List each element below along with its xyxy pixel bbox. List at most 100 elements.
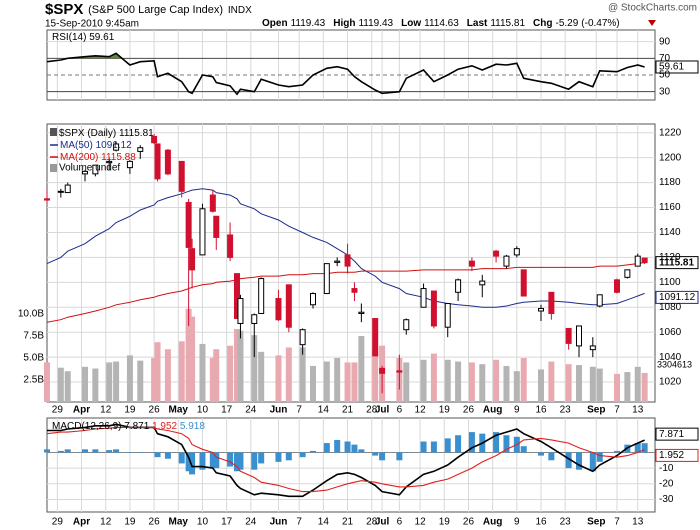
candle-body xyxy=(185,202,192,248)
candle-body xyxy=(285,284,292,328)
quote-label: Chg xyxy=(533,18,552,29)
candle-body xyxy=(64,184,71,194)
macd-legend: MACD(12,26,9) 7.871 1.952 5.918 xyxy=(52,421,205,432)
x-tick-label: 21 xyxy=(342,517,354,528)
candle-body xyxy=(178,160,185,192)
down-arrow xyxy=(648,20,656,26)
volume-bar xyxy=(344,362,351,402)
legend-label: MA(50) xyxy=(60,140,93,151)
volume-tick-label: 5.0B xyxy=(23,353,44,364)
quote-value: -5.29 xyxy=(555,18,578,29)
candle-body xyxy=(358,311,365,314)
volume-bar xyxy=(275,355,282,402)
histogram-bar xyxy=(358,449,365,453)
histogram-bar xyxy=(164,452,171,459)
moving-average xyxy=(46,188,645,308)
index-name: (S&P 500 Large Cap Index) xyxy=(88,4,223,16)
volume-bar xyxy=(310,365,316,402)
x-tick-label: 7 xyxy=(296,405,302,416)
y-tick-label: 70 xyxy=(659,53,671,64)
x-tick-label: 29 xyxy=(52,517,64,528)
price-legend: $SPX (Daily) 1115.81 xyxy=(59,128,154,139)
candle-body xyxy=(57,190,64,193)
x-tick-label: 23 xyxy=(560,405,572,416)
volume-bar xyxy=(237,330,244,402)
histogram-bar xyxy=(189,452,196,475)
y-tick-label: 1120 xyxy=(659,252,681,263)
histogram-bar xyxy=(227,452,234,467)
volume-bar xyxy=(548,361,555,402)
x-tick-label: Aug xyxy=(483,405,502,416)
y-tick-label: 30 xyxy=(659,86,671,97)
candle-body xyxy=(396,370,403,373)
histogram-bar xyxy=(57,450,64,453)
quote: Open 1119.43 High 1119.43 Low 1114.63 Last 1115… xyxy=(262,18,620,29)
x-tick-label: 17 xyxy=(221,517,233,528)
x-tick-label: 19 xyxy=(439,405,451,416)
line xyxy=(47,423,645,498)
volume-bar xyxy=(641,372,648,402)
candle-body xyxy=(479,280,486,286)
overbought-fill xyxy=(47,53,645,59)
histogram-bar xyxy=(113,449,120,453)
histogram-bar xyxy=(151,452,158,453)
candle-body xyxy=(310,293,316,306)
x-tick-label: 29 xyxy=(52,405,64,416)
x-tick-label: Sep xyxy=(587,517,605,528)
candle-body xyxy=(614,279,620,293)
legend-label: $SPX (Daily) xyxy=(59,128,116,139)
volume-bar xyxy=(113,361,120,402)
candle-body xyxy=(234,273,240,319)
candle-body xyxy=(275,298,282,321)
x-tick-label: 12 xyxy=(100,517,112,528)
volume-bar xyxy=(82,366,88,402)
volume-bar xyxy=(185,308,192,402)
histogram-bar xyxy=(285,452,292,461)
x-tick-label: 16 xyxy=(535,517,547,528)
candle-body xyxy=(151,135,158,144)
volume-bar xyxy=(493,359,500,402)
quote-label: Open xyxy=(262,18,288,29)
candle-body xyxy=(634,255,641,267)
volume-legend: Volume undef xyxy=(59,163,120,174)
y-tick-label: 50 xyxy=(659,70,671,81)
x-tick-label: 26 xyxy=(463,517,475,528)
histogram-bar xyxy=(126,452,133,453)
volume-bar xyxy=(299,347,306,402)
x-tick-label: 19 xyxy=(124,517,136,528)
quote-change-pct: (-0.47%) xyxy=(581,18,619,29)
volume-bar xyxy=(624,372,631,402)
volume-bar xyxy=(596,368,603,402)
candle-body xyxy=(137,147,144,152)
legend-value: 1115.88 xyxy=(101,152,136,163)
legend-label: RSI(14) xyxy=(52,32,86,43)
x-tick-label: Jul xyxy=(375,405,390,416)
candle-body xyxy=(430,290,437,327)
candle-body xyxy=(372,317,379,357)
histogram-bar xyxy=(334,439,341,453)
candle-body xyxy=(113,143,120,151)
histogram-bar xyxy=(565,452,572,469)
volume-tick-label: 10.0B xyxy=(18,309,44,320)
histogram-bar xyxy=(520,446,527,453)
volume-bar xyxy=(251,335,258,402)
value-tag xyxy=(655,427,699,441)
volume-bar xyxy=(258,351,265,402)
candle-body xyxy=(258,278,265,314)
histogram-bar xyxy=(538,452,544,456)
datetime: 15-Sep-2010 9:45am xyxy=(45,19,139,30)
line xyxy=(46,426,645,493)
histogram-bar xyxy=(275,452,282,462)
y-tick-label: 1100 xyxy=(659,277,681,288)
y-tick-label: 1060 xyxy=(659,327,682,338)
x-tick-label: 10 xyxy=(197,517,209,528)
x-tick-label: 21 xyxy=(342,405,354,416)
y-tick-label: 1180 xyxy=(659,177,681,188)
volume-bar xyxy=(234,328,240,402)
histogram-bar xyxy=(137,452,144,453)
volume-bar xyxy=(634,366,641,402)
volume-bar xyxy=(334,358,341,402)
histogram-bar xyxy=(420,441,427,453)
line xyxy=(46,52,645,96)
x-tick-label: 26 xyxy=(149,517,161,528)
